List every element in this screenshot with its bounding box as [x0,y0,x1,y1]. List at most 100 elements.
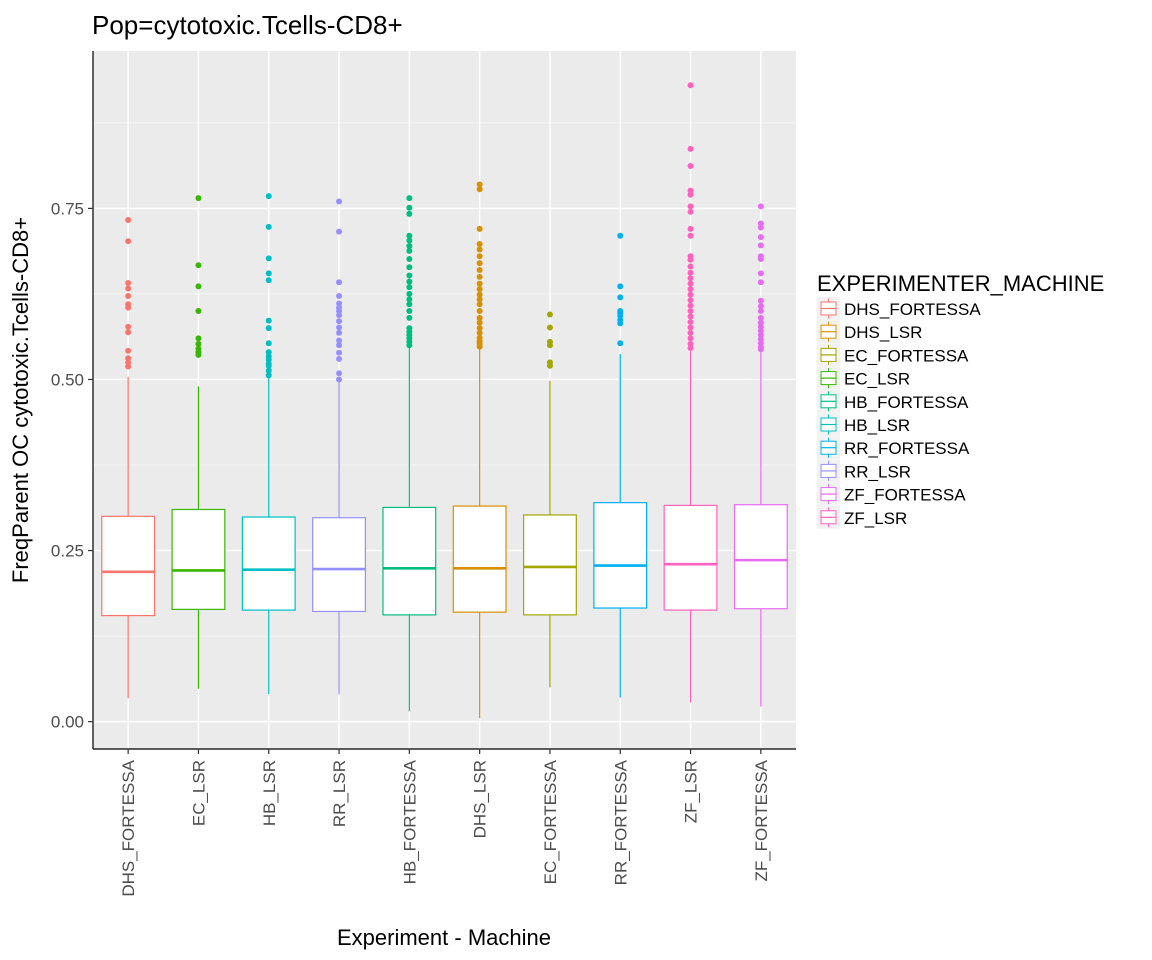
outlier-point [406,204,413,211]
legend-label: ZF_FORTESSA [844,486,966,505]
outlier-point [336,349,343,356]
x-tick-label: HB_LSR [260,760,279,826]
outlier-point [687,225,694,232]
box-EC_LSR [171,195,226,689]
outlier-point [617,340,624,347]
outlier-point [265,193,272,200]
outlier-point [336,337,343,344]
outlier-point [687,232,694,239]
outlier-point [476,301,483,308]
outlier-point [757,308,764,315]
outlier-point [546,324,553,331]
outlier-point [617,312,624,319]
outlier-point [476,260,483,267]
box-ZF_FORTESSA [733,203,788,707]
outlier-point [617,294,624,301]
legend-label: HB_FORTESSA [844,393,969,412]
outlier-point [125,363,132,370]
outlier-point [125,285,132,292]
box-iqr [101,515,156,617]
box-RR_FORTESSA [593,232,648,698]
outlier-point [476,329,483,336]
outlier-point [265,356,272,363]
outlier-point [406,290,413,297]
outlier-point [336,292,343,299]
legend-label: ZF_LSR [844,509,907,528]
outlier-point [125,217,132,224]
y-tick-label: 0.25 [51,542,84,561]
x-tick-label: EC_LSR [189,760,208,826]
outlier-point [617,320,624,327]
outlier-point [195,335,202,342]
outlier-point [757,331,764,338]
outlier-point [687,275,694,282]
outlier-point [406,301,413,308]
outlier-point [406,284,413,291]
y-axis: 0.00 0.25 0.50 0.75 [51,51,94,749]
outlier-point [476,266,483,273]
outlier-point [265,325,272,332]
outlier-point [125,304,132,311]
outlier-point [687,162,694,169]
outlier-point [687,329,694,336]
outlier-point [406,247,413,254]
outlier-point [687,191,694,198]
outlier-point [546,311,553,318]
legend-item-DHS_FORTESSA: DHS_FORTESSA [817,297,981,320]
outlier-point [476,225,483,232]
outlier-point [406,342,413,349]
legend-item-RR_FORTESSA: RR_FORTESSA [817,436,970,460]
box-iqr [733,504,788,610]
outlier-point [757,220,764,227]
outlier-point [265,317,272,324]
legend-label: EC_LSR [844,370,910,389]
outlier-point [617,232,624,239]
outlier-point [336,198,343,205]
x-tick-label: DHS_LSR [471,760,490,838]
outlier-point [687,82,694,89]
outlier-point [336,370,343,377]
legend-item-ZF_LSR: ZF_LSR [817,505,907,529]
outlier-point [406,237,413,244]
outlier-point [757,270,764,277]
legend-title: EXPERIMENTER_MACHINE [817,271,1104,296]
outlier-point [476,273,483,280]
outlier-point [687,313,694,320]
minor-gridlines [93,122,796,637]
outlier-point [476,253,483,260]
legend-item-ZF_FORTESSA: ZF_FORTESSA [817,482,966,506]
outlier-point [757,203,764,210]
outlier-point [687,291,694,298]
outlier-point [195,283,202,290]
boxes-layer [101,82,788,719]
box-iqr [241,516,296,611]
x-tick-label: DHS_FORTESSA [119,759,138,896]
y-tick-label: 0.75 [51,199,84,218]
outlier-point [336,279,343,286]
box-iqr [452,505,507,613]
legend-item-RR_LSR: RR_LSR [817,459,911,483]
outlier-point [476,240,483,247]
outlier-point [476,343,483,350]
outlier-point [125,279,132,286]
outlier-point [757,224,764,231]
outlier-point [687,203,694,210]
legend-label: DHS_LSR [844,323,922,342]
outlier-point [265,340,272,347]
outlier-point [336,300,343,307]
outlier-point [687,344,694,351]
legend-item-DHS_LSR: DHS_LSR [817,320,922,344]
outlier-point [406,232,413,239]
outlier-point [757,303,764,310]
outlier-point [125,292,132,299]
outlier-point [757,314,764,321]
outlier-point [125,347,132,354]
outlier-point [406,195,413,202]
legend-label: DHS_FORTESSA [844,300,981,319]
x-axis-title: Experiment - Machine [337,925,551,950]
outlier-point [476,181,483,188]
legend-item-EC_LSR: EC_LSR [817,366,910,390]
outlier-point [757,297,764,304]
box-iqr [312,517,367,613]
outlier-point [687,297,694,304]
